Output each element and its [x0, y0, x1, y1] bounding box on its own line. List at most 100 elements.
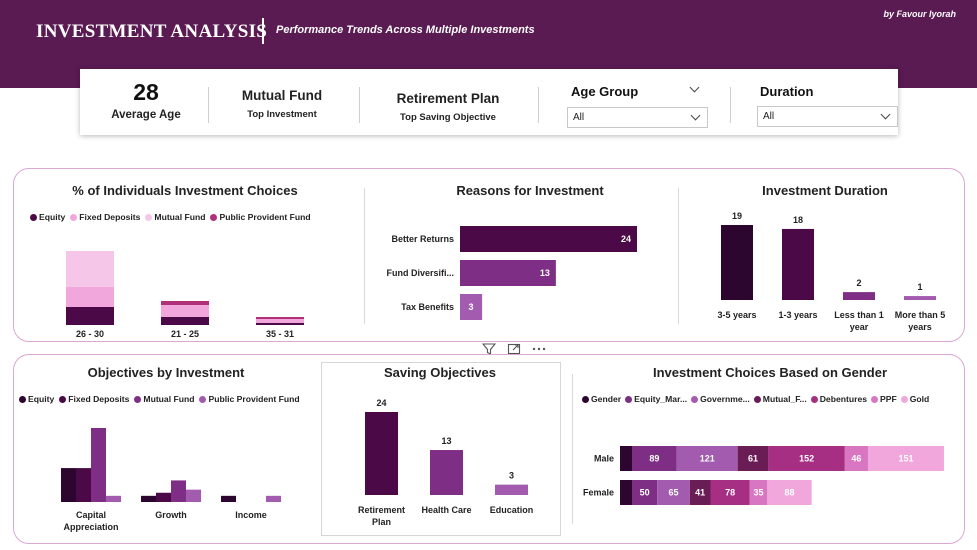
legend-item[interactable]: Fixed Deposits [59, 394, 129, 404]
age-group-dropdown[interactable]: All [567, 107, 708, 128]
bar-segment-gold [867, 446, 944, 471]
bar-segment-public-provident-fund [161, 301, 209, 305]
saving-bar-chart: 24 Retirement Plan 13 Health Care 3 Education [358, 398, 534, 527]
chevron-down-icon [690, 110, 701, 121]
more-options-icon[interactable] [531, 341, 547, 357]
saving-objectives-frame[interactable] [321, 362, 561, 536]
bar-segment-mutual-f [689, 480, 711, 505]
legend-label: Public Provident Fund [219, 212, 311, 222]
y-tick-label: Tax Benefits [401, 302, 454, 312]
data-label: 13 [441, 436, 451, 446]
data-label: 3 [509, 471, 514, 481]
x-tick-label: Education [490, 505, 534, 515]
legend-item[interactable]: Mutual Fund [134, 394, 194, 404]
legend-item[interactable]: Fixed Deposits [70, 212, 140, 222]
legend-marker [900, 395, 908, 403]
legend-label: Governme... [700, 394, 750, 404]
legend-label: Gender [591, 394, 622, 404]
bar-segment-equity [161, 317, 209, 325]
data-label: 65 [669, 488, 679, 498]
bar [430, 450, 463, 495]
x-tick-label: 1-3 years [778, 310, 817, 320]
panel-divider [364, 188, 365, 324]
bar-segment-equity [256, 323, 304, 325]
legend-item[interactable]: Equity [19, 394, 54, 404]
data-label: 41 [695, 488, 705, 498]
legend-item[interactable]: Gender [582, 394, 621, 404]
chevron-down-icon[interactable] [689, 82, 700, 93]
focus-mode-icon[interactable] [506, 341, 522, 357]
legend-item[interactable]: PPF [871, 394, 897, 404]
legend-item[interactable]: Equity [30, 212, 65, 222]
legend-item[interactable]: Mutual_F... [753, 394, 807, 404]
dashboard-title: INVESTMENT ANALYSIS [36, 21, 268, 42]
x-tick-label: Income [235, 510, 267, 520]
x-tick-label: Retirement [358, 505, 405, 515]
bar-equity [61, 468, 76, 502]
duration-dropdown-value: All [763, 111, 775, 122]
y-tick-label: Male [594, 454, 614, 464]
data-label: 50 [640, 488, 650, 498]
data-label: 24 [621, 234, 631, 244]
legend-label: Equity [28, 394, 55, 404]
kpi-top-investment: Mutual Fund Top Investment [220, 88, 344, 120]
bar-segment-debentures [768, 446, 845, 471]
legend-label: Public Provident Fund [208, 394, 300, 404]
gender-chart-title: Investment Choices Based on Gender [652, 365, 888, 380]
x-tick-label: 26 - 30 [76, 329, 104, 339]
duration-slicer-title: Duration [760, 84, 814, 99]
chevron-down-icon [880, 109, 891, 120]
duration-bar-chart: 19 3-5 years 18 1-3 years 2 Less than 1 year 1 M… [717, 211, 945, 332]
bar-segment-mutual-fund [66, 251, 114, 287]
legend-item[interactable]: Governme... [691, 394, 750, 404]
legend-marker [30, 213, 37, 221]
duration-dropdown[interactable]: All [757, 106, 898, 127]
data-label: 2 [856, 278, 861, 288]
bar-segment-gold [767, 480, 812, 505]
legend-marker [70, 213, 78, 221]
legend-marker [145, 213, 153, 221]
bar [721, 225, 753, 300]
reasons-bar-chart: Better Returns 24 Fund Diversifi... 13 Tax B… [386, 226, 637, 320]
bar-segment-governme [676, 446, 738, 471]
panel-divider [572, 374, 573, 524]
panel-divider [678, 188, 679, 324]
legend-label: Gold [909, 394, 930, 404]
kpi-top-saving-value: Retirement Plan [396, 91, 500, 106]
author-credit: by Favour Iyorah [883, 9, 956, 19]
bar-public-provident-fund [186, 489, 201, 502]
kpi-top-investment-label: Top Investment [247, 109, 317, 120]
data-label: 121 [700, 454, 715, 464]
legend-marker [59, 395, 67, 403]
y-tick-label: Fund Diversifi... [386, 268, 454, 278]
age-group-dropdown-value: All [573, 112, 585, 123]
bar [460, 294, 483, 320]
bar-segment-ppf [749, 480, 768, 505]
legend-item[interactable]: Mutual Fund [145, 212, 205, 222]
legend-label: Mutual Fund [154, 212, 206, 222]
gender-legend: Gender Equity_Mar... Governme... Mutual_F..… [582, 394, 929, 404]
bar-segment-debentures [710, 480, 750, 505]
legend-marker [871, 395, 878, 403]
kpi-separator [208, 87, 209, 123]
legend-marker [210, 213, 218, 221]
legend-item[interactable]: Public Provident Fund [199, 394, 300, 404]
x-tick-label: Appreciation [63, 522, 118, 532]
bar [495, 484, 528, 495]
dashboard-subtitle: Performance Trends Across Multiple Inves… [276, 24, 535, 36]
legend-marker [134, 395, 142, 403]
x-tick-label: Health Care [421, 505, 471, 515]
saving-chart-title: Saving Objectives [384, 365, 496, 380]
legend-item[interactable]: Debentures [810, 394, 867, 404]
bar-segment-fixed-deposits [66, 287, 114, 307]
legend-label: Fixed Deposits [79, 212, 141, 222]
bar-public-provident-fund [106, 495, 121, 502]
legend-item[interactable]: Gold [900, 394, 930, 404]
legend-marker [19, 395, 26, 403]
legend-item[interactable]: Equity_Mar... [625, 394, 687, 404]
bar-public-provident-fund [266, 495, 281, 502]
bar-segment-public-provident-fund [256, 317, 304, 319]
legend-item[interactable]: Public Provident Fund [210, 212, 311, 222]
bar [365, 412, 398, 495]
x-tick-label: years [908, 322, 932, 332]
